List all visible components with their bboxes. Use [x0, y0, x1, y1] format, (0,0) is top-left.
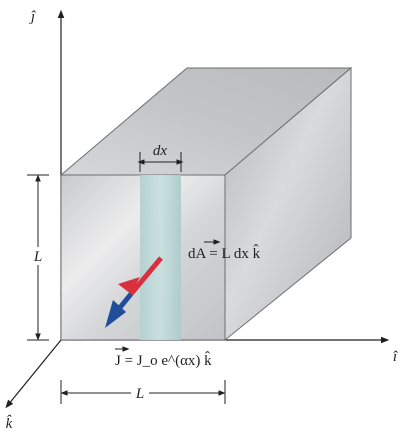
arrow-down-left-icon [105, 256, 163, 328]
left-L-label-bg [29, 247, 47, 265]
i-axis-label: î [393, 349, 398, 365]
k-axis [5, 339, 62, 409]
left-L-label: L [33, 249, 42, 265]
bottom-L-label-bg [131, 384, 149, 402]
area-strip [140, 175, 181, 340]
dA-equation: dA = L dx k̂ [188, 244, 261, 262]
j-axis-label: ĵ [29, 9, 36, 25]
dx-label: dx [153, 143, 168, 159]
J-equation: J = J_o e^(αx) k̂ [115, 351, 212, 369]
bottom-L-label: L [135, 386, 144, 402]
k-axis-label: k̂ [6, 415, 13, 432]
